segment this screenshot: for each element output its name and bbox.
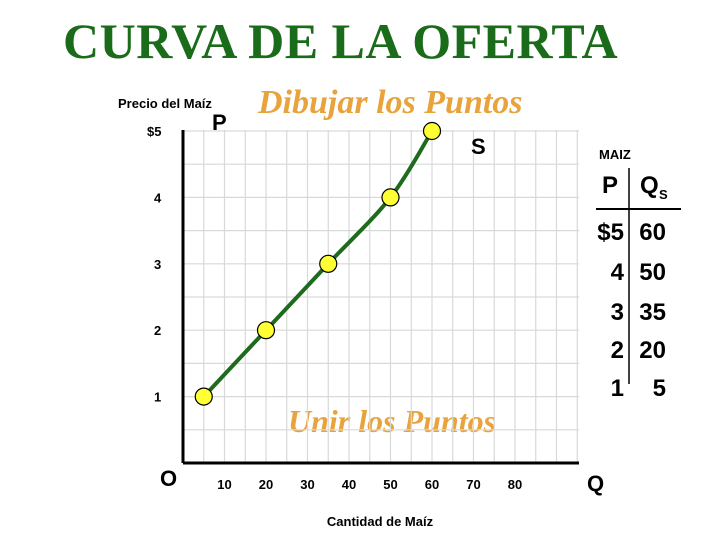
y-tick-labels: 1 2 3 4 $5 [147, 124, 162, 405]
chart-grid [183, 130, 579, 463]
data-point [422, 121, 442, 141]
price-quantity-table: MAIZ P Q S $5 60 4 50 3 35 2 20 1 5 [596, 147, 681, 402]
table-cell-quantity: 50 [639, 259, 666, 286]
x-tick-label: 60 [425, 477, 439, 492]
table-header-p: P [602, 172, 618, 199]
table-header-q-letter: Q [640, 172, 659, 199]
draw-points-caption: Dibujar los Puntos [258, 84, 523, 121]
table-cell-quantity: 20 [639, 337, 666, 364]
x-tick-label: 50 [383, 477, 397, 492]
table-cell-price: 2 [611, 337, 624, 364]
table-rows: $5 60 4 50 3 35 2 20 1 5 [597, 219, 666, 402]
y-tick-label: $5 [147, 124, 161, 139]
x-tick-label: 80 [508, 477, 522, 492]
y-tick-label: 2 [154, 323, 161, 338]
y-axis-letter: P [212, 110, 227, 135]
table-cell-quantity: 60 [639, 219, 666, 246]
data-point [381, 188, 400, 207]
x-tick-label: 30 [300, 477, 314, 492]
x-tick-label: 10 [217, 477, 231, 492]
y-axis-label: Precio del Maíz [118, 96, 212, 111]
x-axis-title: Cantidad de Maíz [327, 514, 434, 529]
x-tick-labels: 10 20 30 40 50 60 70 80 [217, 477, 522, 492]
chart-axes [181, 130, 579, 465]
page-title: CURVA DE LA OFERTA [63, 13, 619, 69]
table-cell-quantity: 5 [653, 375, 666, 402]
table-label: MAIZ [599, 147, 631, 162]
y-tick-label: 4 [154, 190, 162, 205]
data-points [194, 121, 442, 406]
table-header-q-subscript: S [659, 187, 668, 202]
table-cell-quantity: 35 [639, 299, 666, 326]
x-tick-label: 20 [259, 477, 273, 492]
series-label-s: S [471, 134, 486, 159]
y-tick-label: 1 [154, 390, 161, 405]
x-axis-letter: Q [587, 471, 604, 496]
origin-label: O [160, 466, 177, 491]
table-header-q: Q S [640, 172, 668, 202]
data-point [256, 321, 276, 340]
table-cell-price: 1 [611, 375, 624, 402]
table-cell-price: 4 [611, 259, 625, 286]
data-point [319, 254, 338, 273]
x-tick-label: 40 [342, 477, 356, 492]
x-tick-label: 70 [466, 477, 480, 492]
table-cell-price: 3 [611, 299, 624, 326]
table-cell-price: $5 [597, 219, 624, 246]
y-tick-label: 3 [154, 257, 161, 272]
join-points-caption: Unir los Puntos [288, 403, 497, 439]
data-point [194, 387, 213, 406]
